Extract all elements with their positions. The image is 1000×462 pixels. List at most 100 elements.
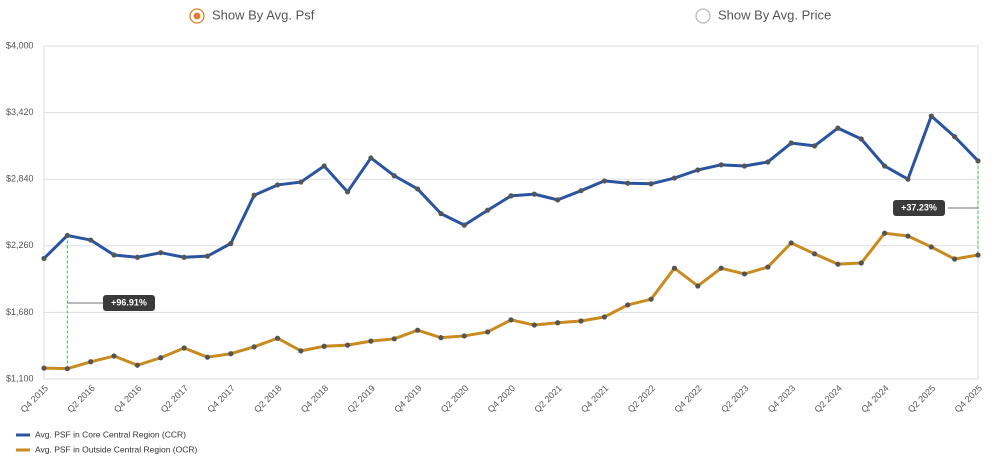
data-point — [625, 180, 631, 186]
data-point — [508, 193, 514, 199]
x-tick-label: Q4 2015 — [19, 383, 50, 414]
data-point — [88, 237, 94, 243]
data-point — [975, 158, 981, 164]
data-point — [601, 178, 608, 184]
data-point — [741, 163, 748, 169]
data-point — [835, 261, 841, 267]
x-tick-label: Q4 2020 — [486, 383, 517, 414]
y-tick-label: $2,840 — [6, 174, 34, 184]
data-point — [204, 253, 211, 259]
radio-button[interactable] — [695, 8, 711, 24]
data-point — [601, 314, 608, 320]
x-tick-label: Q4 2021 — [579, 383, 610, 414]
y-tick-label: $3,420 — [6, 107, 34, 117]
legend-item[interactable]: Avg. PSF in Core Central Region (CCR) — [16, 429, 186, 439]
data-point — [298, 348, 304, 354]
data-point — [952, 256, 958, 262]
data-point — [438, 211, 444, 217]
data-point — [905, 176, 911, 182]
radio-option[interactable]: Show By Avg. Psf — [189, 7, 315, 24]
x-tick-label: Q4 2022 — [672, 383, 703, 414]
data-point — [321, 343, 327, 349]
data-point — [928, 244, 934, 250]
data-point — [531, 322, 537, 328]
data-point — [251, 192, 257, 198]
data-point — [204, 354, 211, 360]
data-point — [578, 188, 584, 194]
radio-label: Show By Avg. Price — [718, 7, 831, 22]
data-point — [811, 251, 818, 257]
data-point — [321, 163, 327, 169]
x-tick-label: Q2 2017 — [159, 383, 190, 414]
data-point — [928, 113, 934, 119]
data-point — [111, 252, 117, 258]
data-point — [975, 252, 981, 258]
data-point — [695, 167, 701, 173]
data-point — [158, 250, 164, 256]
data-point — [811, 143, 818, 149]
data-point — [695, 283, 701, 289]
x-tick-label: Q2 2020 — [439, 383, 470, 414]
data-point — [905, 233, 911, 239]
radio-label: Show By Avg. Psf — [212, 7, 315, 22]
data-point — [274, 335, 281, 341]
x-tick-label: Q2 2021 — [532, 383, 563, 414]
data-point — [671, 265, 678, 271]
annotation-box — [103, 295, 155, 311]
y-tick-label: $4,000 — [6, 40, 34, 50]
data-point — [718, 265, 724, 271]
data-point — [158, 355, 164, 361]
data-point — [648, 296, 654, 302]
x-tick-label: Q4 2019 — [392, 383, 423, 414]
radio-dot — [193, 12, 201, 20]
data-point — [181, 345, 187, 351]
x-tick-label: Q2 2018 — [252, 383, 283, 414]
data-point — [134, 254, 140, 260]
data-point — [555, 197, 561, 203]
data-point — [368, 338, 374, 344]
data-point — [788, 140, 794, 146]
legend-item[interactable]: Avg. PSF in Outside Central Region (OCR) — [16, 444, 198, 454]
data-point — [64, 366, 70, 372]
data-point — [251, 344, 257, 350]
data-point — [555, 320, 561, 326]
data-point — [111, 353, 117, 359]
y-tick-label: $1,100 — [6, 373, 34, 383]
data-point — [858, 260, 864, 266]
data-point — [415, 186, 421, 192]
data-point — [858, 136, 864, 142]
data-point — [765, 159, 771, 165]
x-tick-label: Q2 2022 — [626, 383, 657, 414]
data-point — [228, 351, 234, 357]
y-tick-label: $2,260 — [6, 240, 34, 250]
data-point — [41, 365, 47, 371]
data-point — [671, 175, 678, 181]
data-point — [882, 163, 888, 169]
x-tick-label: Q2 2023 — [719, 383, 750, 414]
data-point — [274, 182, 281, 188]
data-point — [228, 240, 234, 247]
data-point — [298, 179, 304, 185]
data-point — [368, 155, 374, 161]
data-point — [531, 191, 537, 197]
data-point — [344, 189, 351, 195]
x-tick-label: Q2 2019 — [346, 383, 377, 414]
y-tick-label: $1,680 — [6, 307, 34, 317]
x-tick-label: Q2 2025 — [906, 383, 937, 414]
data-point — [41, 255, 47, 262]
x-tick-label: Q4 2018 — [299, 383, 330, 414]
x-tick-label: Q4 2024 — [859, 383, 890, 414]
data-point — [344, 342, 351, 348]
annotation-label: +96.91% — [111, 297, 147, 307]
annotation-label: +37.23% — [901, 202, 937, 212]
data-point — [508, 317, 514, 323]
data-point — [415, 327, 421, 333]
data-point — [578, 318, 584, 324]
radio-option[interactable]: Show By Avg. Price — [695, 7, 831, 24]
data-point — [485, 207, 491, 213]
x-tick-label: Q4 2025 — [953, 383, 984, 414]
legend-label: Avg. PSF in Core Central Region (CCR) — [35, 429, 186, 439]
data-point — [835, 125, 841, 131]
x-tick-label: Q4 2023 — [766, 383, 797, 414]
